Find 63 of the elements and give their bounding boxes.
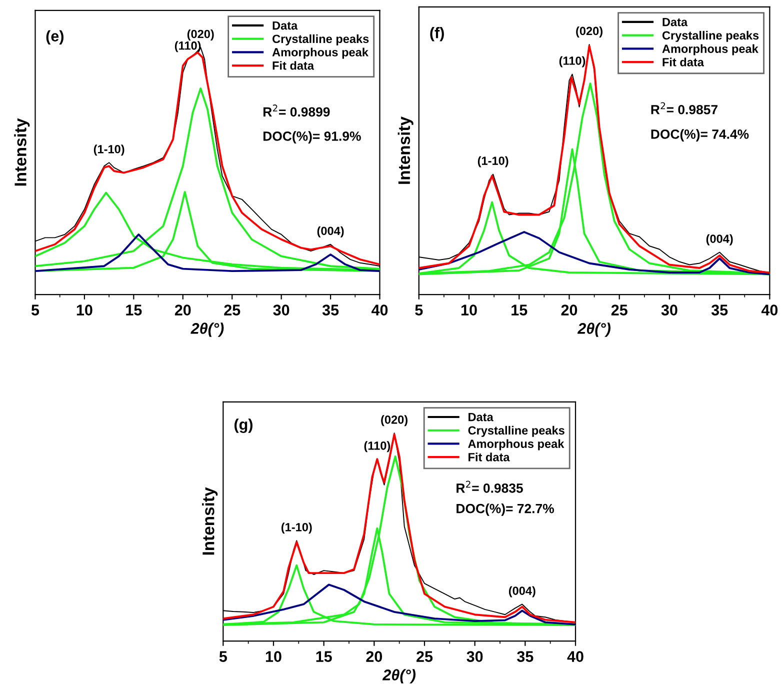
annotation: (1-10): [281, 522, 312, 534]
x-tick-label: 25: [224, 304, 240, 316]
x-tick-label: 40: [371, 304, 388, 316]
annotation: (1-10): [94, 144, 124, 156]
x-tick-label: 30: [661, 304, 678, 316]
legend-label: Fit data: [662, 58, 704, 66]
y-axis-title: Intensity: [202, 487, 218, 555]
x-tick-label: 35: [517, 651, 534, 662]
legend-label: Amorphous peak: [272, 48, 368, 59]
annotation: DOC(%)= 91.9%: [264, 131, 361, 144]
x-tick-label: 30: [273, 304, 290, 316]
x-tick-label: 25: [611, 304, 628, 316]
x-tick-label: 15: [316, 651, 332, 662]
x-tick-label: 5: [219, 651, 227, 662]
text: (g): [234, 418, 252, 433]
annotation: (020): [576, 26, 602, 38]
legend-label: Fit data: [468, 452, 510, 462]
text: (e): [46, 30, 64, 45]
x-tick-label: 35: [711, 304, 728, 316]
text: (f): [430, 27, 444, 42]
annotation: (110): [559, 56, 586, 68]
x-tick-label: 30: [466, 651, 483, 662]
annotation: (004): [317, 226, 344, 238]
annotation: (110): [174, 41, 201, 52]
x-tick-label: 15: [512, 304, 528, 316]
annotation: (004): [508, 586, 536, 598]
annotation: DOC(%)= 72.7%: [456, 504, 554, 516]
legend-label: Data: [468, 413, 494, 422]
legend-label: Crystalline peaks: [468, 426, 564, 437]
annotation: (110): [364, 441, 390, 452]
x-tick-label: 20: [561, 304, 578, 316]
legend-label: Crystalline peaks: [662, 30, 759, 42]
annotation: (020): [187, 30, 214, 41]
legend-label: Data: [662, 18, 688, 26]
annotation: R$^{2}$= 0.9835: [456, 480, 523, 493]
x-tick-label: 35: [322, 304, 339, 316]
x-tick-label: 40: [567, 651, 584, 662]
x-tick-label: 20: [174, 304, 191, 316]
x-tick-label: 5: [415, 304, 423, 316]
x-tick-label: 15: [126, 304, 142, 316]
x-tick-label: 40: [761, 304, 778, 316]
legend-label: Fit data: [272, 61, 314, 70]
legend-label: Amorphous peak: [468, 439, 564, 450]
y-axis-title: Intensity: [14, 118, 30, 186]
x-axis-title: 2θ(°): [382, 669, 416, 684]
x-axis-title: 2θ(°): [577, 322, 610, 337]
x-axis-title: 2θ(°): [190, 322, 224, 337]
legend-label: Crystalline peaks: [272, 34, 369, 46]
annotation: R$^{2}$= 0.9899: [264, 104, 330, 117]
x-tick-label: 10: [461, 304, 477, 316]
legend-label: Data: [272, 21, 298, 30]
x-tick-label: 5: [31, 304, 40, 316]
annotation: (020): [381, 415, 408, 426]
x-tick-label: 20: [366, 651, 382, 662]
y-axis-title: Intensity: [398, 116, 414, 184]
annotation: (1-10): [478, 156, 508, 168]
x-tick-label: 25: [416, 651, 433, 662]
x-tick-label: 10: [76, 304, 92, 316]
x-tick-label: 10: [266, 651, 282, 662]
legend-label: Amorphous peak: [662, 44, 758, 56]
annotation: (004): [706, 234, 733, 246]
annotation: DOC(%)= 74.4%: [651, 129, 749, 142]
annotation: R$^{2}$= 0.9857: [651, 102, 718, 114]
